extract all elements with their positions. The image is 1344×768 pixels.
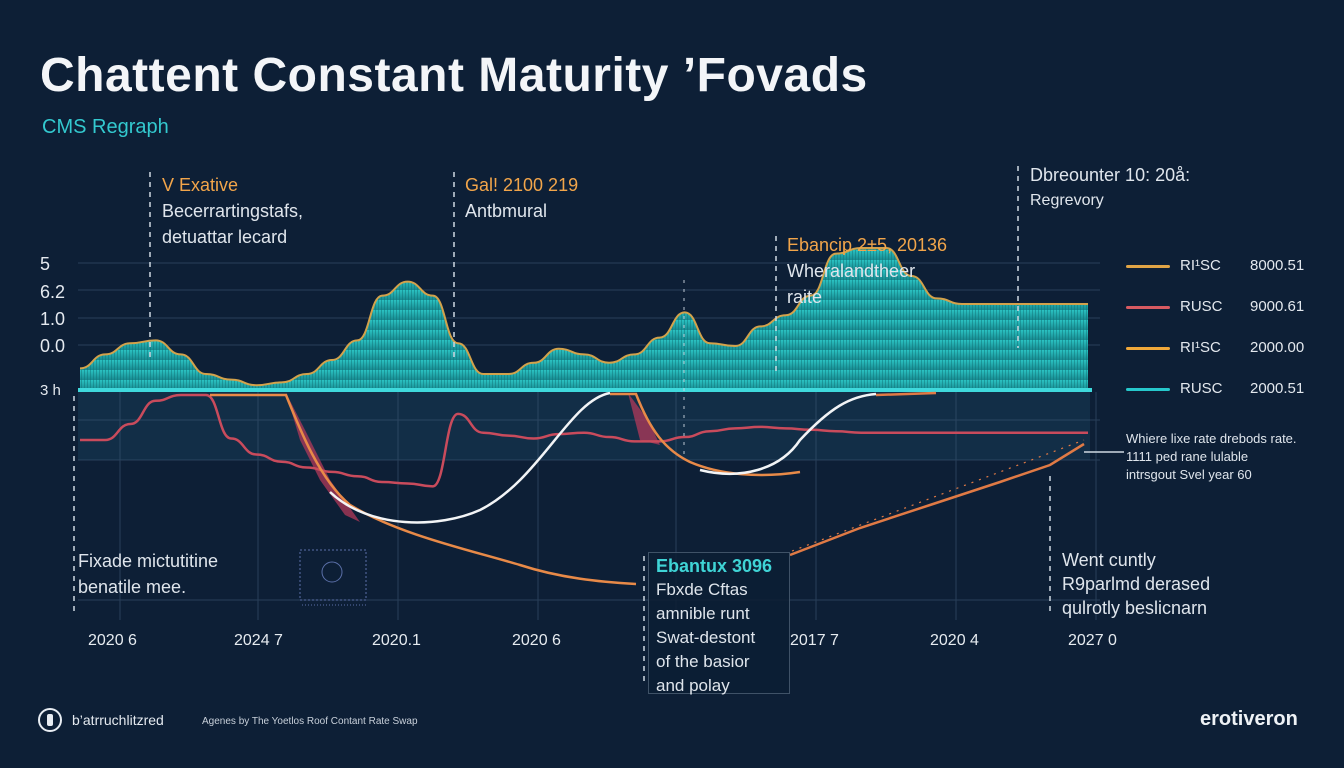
x-tick-label: 2020 4 [930,632,979,649]
legend-item: RUSC 2000.51 [1126,380,1316,400]
legend-swatch [1126,265,1170,268]
brand-logo-icon [38,708,62,732]
x-tick-label: 2020 6 [88,632,137,649]
x-tick-label: 2020.1 [372,632,421,649]
x-tick-label: 2024 7 [234,632,283,649]
annotation-line: R9parlmd derased [1062,574,1211,594]
annotation-1: V Exative Becerrartingstafs, detuattar l… [162,172,303,250]
annotation-line: Becerrartingstafs, [162,201,304,221]
annotation-line: raite [787,287,823,307]
annotation-line: amnible runt [656,604,750,623]
annotation-line: Regrevory [1030,192,1104,209]
legend-swatch [1126,388,1170,391]
x-tick-label: 2017 7 [790,632,839,649]
legend-swatch [1126,347,1170,350]
drop-shade [628,393,660,445]
white-curve-2 [699,392,877,475]
legend-item: RUSC 9000.61 [1126,298,1316,318]
annotation-box [648,552,790,694]
stamp-graphic [299,549,368,606]
legend-item: RI¹SC 2000.00 [1126,339,1316,359]
annotation-line: detuattar lecard [162,227,288,247]
annotation-2: Gal! 2100 219 Antbmural [465,172,578,224]
teal-area-series [80,248,1088,388]
legend-swatch [1126,306,1170,309]
stamp-circle [321,561,343,583]
stamp-frame [299,549,367,601]
y-tick-label: 5 [40,254,51,274]
annotation-line: qulrotly beslicnarn [1062,598,1208,618]
legend-label: RI¹SC [1180,339,1221,356]
annotation-8: Whiere lixe rate drebods rate. 1111 ped … [1126,430,1297,484]
annotation-heading: Dbreounter 10: 20å: [1030,165,1191,185]
annotation-line: of the basior [656,652,750,671]
annotation-6: Ebantux 3096 Fbxde Cftas amnible runt Sw… [656,554,772,698]
y-tick-label: 3 h [40,382,61,399]
y-tick-label: 6.2 [40,282,66,302]
annotation-line: Swat-destont [656,628,756,647]
annotation-4: Dbreounter 10: 20å: Regrevory [1030,162,1190,214]
footer-caption: Agenes by The Yoetlos Roof Contant Rate … [202,716,418,727]
annotation-heading: V Exative [162,175,239,195]
legend-value: 8000.51 [1250,257,1305,274]
y-tick-label: 0.0 [40,336,66,356]
lower-band [78,392,1090,460]
area-top-line [79,247,1088,387]
annotation-heading: Ebantux 3096 [656,556,773,576]
annotation-7: Went cuntly R9parlmd derased qulrotly be… [1062,548,1210,620]
footer-logo-text: erotiveron [1200,708,1298,730]
annotation-5: Fixade mictutitine benatile mee. [78,548,218,600]
annotation-line: and polay [656,676,730,695]
annotation-line: intrsgout Svel year 60 [1126,467,1252,482]
risc-orange-line [789,442,1085,557]
annotation-line: Went cuntly [1062,550,1156,570]
white-curve [329,391,611,524]
annotation-heading: Gal! 2100 219 [465,175,579,195]
chart-title: Chattent Constant Maturity ’Fovads [40,49,868,102]
annotation-3: Ebancip 2±5, 20136 Wheralandtheer raite [787,232,947,310]
annotation-line: Fbxde Cftas [656,580,748,599]
legend-label: RUSC [1180,298,1223,315]
annotation-line: benatile mee. [78,577,187,597]
rusc-red-line [80,393,1088,488]
legend-label: RUSC [1180,380,1223,397]
annotation-line: Wheralandtheer [787,261,916,281]
rusc-orange-line [210,393,637,586]
y-tick-label: 1.0 [40,309,66,329]
annotation-leaders [73,166,1124,686]
legend-label: RI¹SC [1180,257,1221,274]
chart-subtitle: CMS Regraph [42,116,169,138]
legend-value: 9000.61 [1250,298,1305,315]
annotation-line: Fixade mictutitine [78,551,219,571]
top-orange-segment [875,391,937,397]
legend-value: 2000.51 [1250,380,1305,397]
x-tick-label: 2027 0 [1068,632,1117,649]
annotation-line: 1111 ped rane lulable [1126,449,1249,464]
footer-brand: b’atrruchlitzred [72,712,164,728]
annotation-line: Antbmural [465,201,548,221]
annotation-line: Whiere lixe rate drebods rate. [1126,431,1297,446]
x-tick-label: 2020 6 [512,632,561,649]
legend-value: 2000.00 [1250,339,1305,356]
annotation-heading: Ebancip 2±5, 20136 [787,235,948,255]
legend-item: RI¹SC 8000.51 [1126,257,1316,277]
rusc-orange-line-2 [610,392,801,477]
